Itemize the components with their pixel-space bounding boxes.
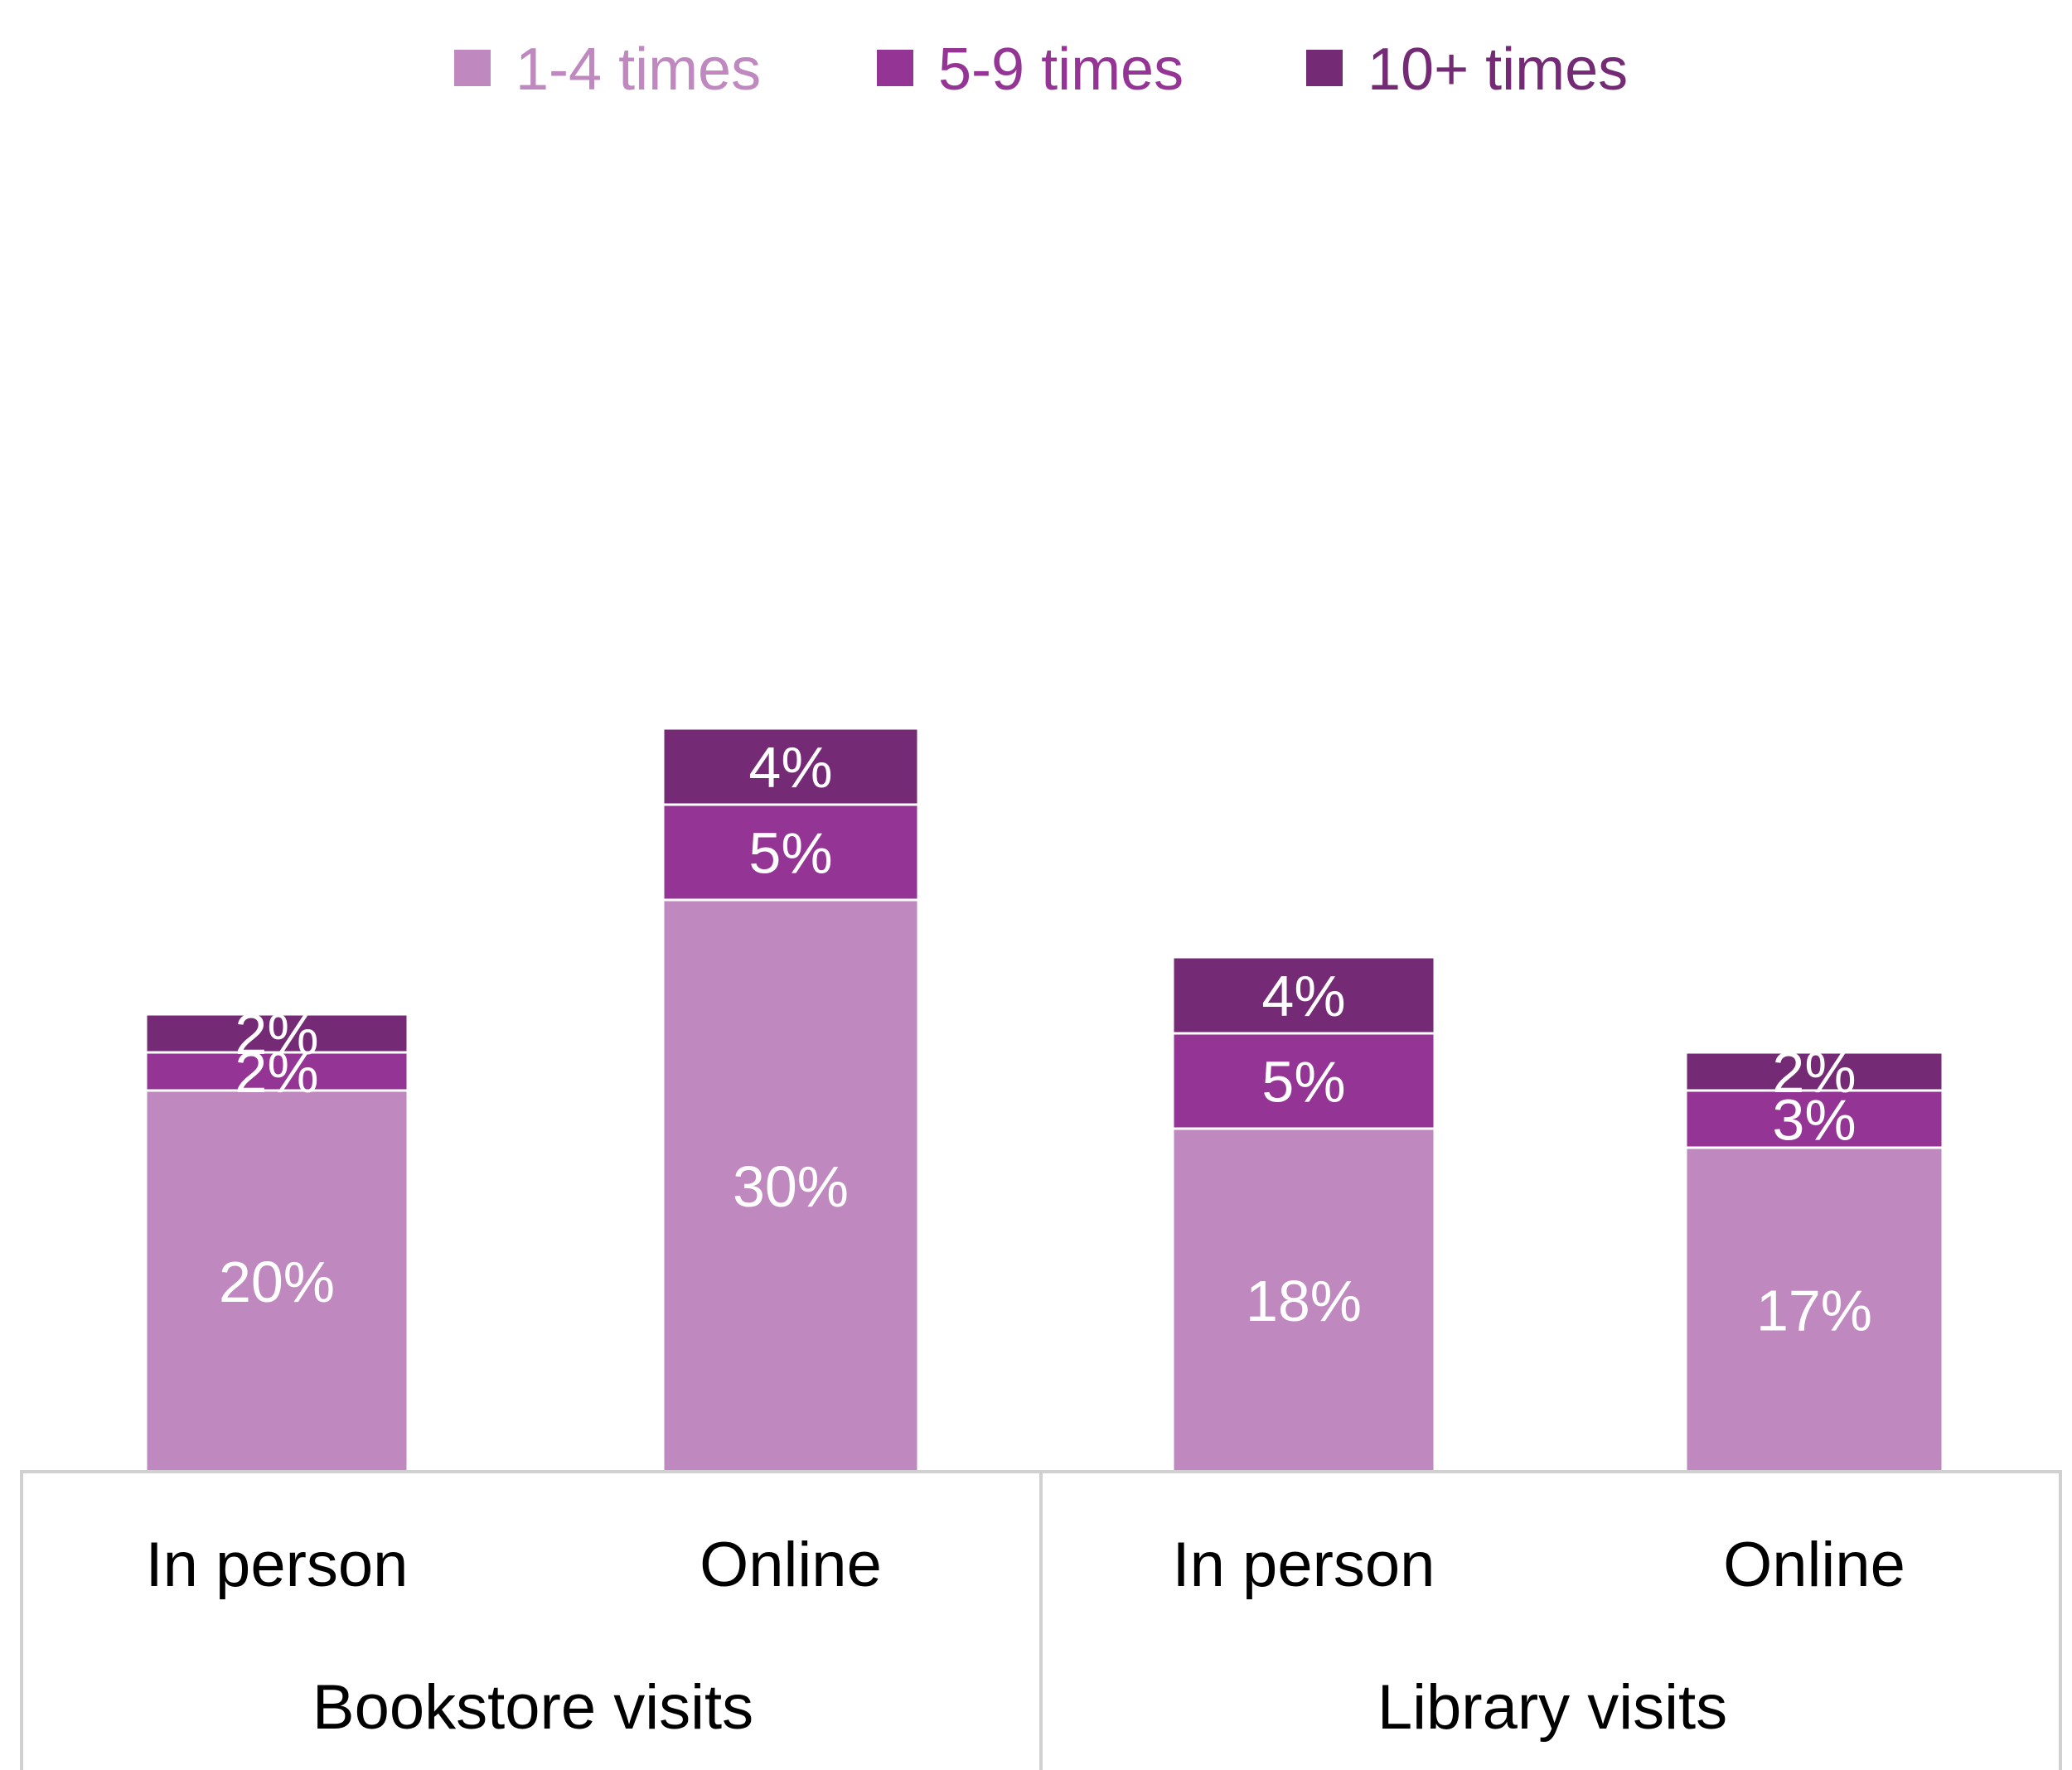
category-label-2: Online (700, 1530, 882, 1600)
group-label-1: Bookstore visits (312, 1672, 753, 1743)
bar-segment-2-3 (661, 727, 920, 806)
group-label-2: Library visits (1377, 1672, 1727, 1743)
bar-segment-1-1 (144, 1089, 409, 1473)
data-label-1-3: 2% (235, 1002, 318, 1066)
legend-label-3: 10+ times (1368, 36, 1628, 103)
data-label-1-1: 20% (219, 1250, 335, 1314)
legend-label-1: 1-4 times (516, 36, 761, 103)
data-label-2-2: 5% (748, 821, 832, 886)
bar-segment-1-2 (144, 1051, 409, 1092)
category-label-3: In person (1173, 1530, 1435, 1600)
category-axis: In person Online In person Online Bookstore … (20, 1470, 2062, 1770)
bar-segment-2-2 (661, 803, 920, 902)
legend: 1-4 times 5-9 times 10+ times (454, 36, 1628, 103)
bars: 20%2%2%30%5%4%18%5%4%17%3%2% (144, 727, 1944, 1473)
bar-segment-3-2 (1171, 1032, 1436, 1130)
data-label-3-1: 18% (1246, 1269, 1362, 1333)
bar-segment-2-1 (661, 898, 920, 1473)
legend-swatch-3 (1306, 50, 1343, 86)
legend-swatch-2 (877, 50, 913, 86)
data-label-4-3: 2% (1772, 1040, 1856, 1105)
bar-segment-1-3 (144, 1013, 409, 1054)
bar-segment-4-3 (1684, 1051, 1944, 1092)
data-label-3-3: 4% (1261, 964, 1345, 1028)
data-label-2-3: 4% (748, 735, 832, 800)
data-label-2-1: 30% (733, 1154, 849, 1219)
category-label-1: In person (146, 1530, 409, 1600)
bar-segment-3-1 (1171, 1127, 1436, 1473)
bar-segment-3-3 (1171, 955, 1436, 1035)
data-label-4-1: 17% (1756, 1279, 1872, 1343)
bar-segment-4-1 (1684, 1146, 1944, 1473)
data-label-4-2: 3% (1772, 1088, 1856, 1153)
category-label-4: Online (1723, 1530, 1905, 1600)
bar-segment-4-2 (1684, 1089, 1944, 1149)
legend-swatch-1 (454, 50, 491, 86)
legend-label-2: 5-9 times (938, 36, 1184, 103)
data-label-3-2: 5% (1261, 1050, 1345, 1115)
